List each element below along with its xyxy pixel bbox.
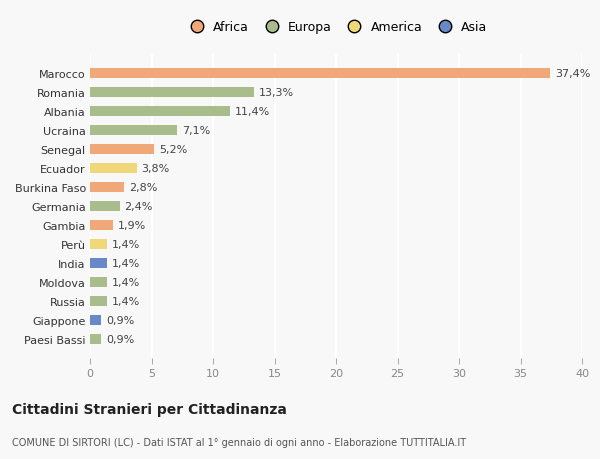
Bar (90, 182, 124, 193)
Text: Cittadini Stranieri per Cittadinanza: Cittadini Stranieri per Cittadinanza (12, 402, 287, 416)
Bar (90, 334, 101, 344)
Legend: Africa, Europa, America, Asia: Africa, Europa, America, Asia (182, 19, 490, 37)
Text: 2,8%: 2,8% (130, 183, 158, 193)
Bar (90, 88, 254, 98)
Text: COMUNE DI SIRTORI (LC) - Dati ISTAT al 1° gennaio di ogni anno - Elaborazione TU: COMUNE DI SIRTORI (LC) - Dati ISTAT al 1… (12, 437, 466, 447)
Text: 3,8%: 3,8% (142, 164, 170, 174)
Bar (90, 126, 178, 136)
Text: 2,4%: 2,4% (124, 202, 153, 212)
Text: 0,9%: 0,9% (106, 315, 134, 325)
Text: 1,4%: 1,4% (112, 296, 140, 306)
Text: 7,1%: 7,1% (182, 126, 211, 136)
Bar (90, 106, 230, 117)
Bar (90, 296, 107, 307)
Bar (90, 202, 119, 212)
Text: 0,9%: 0,9% (106, 334, 134, 344)
Text: 5,2%: 5,2% (159, 145, 187, 155)
Text: 11,4%: 11,4% (235, 107, 271, 117)
Bar (90, 220, 113, 231)
Text: 1,9%: 1,9% (118, 220, 146, 230)
Text: 1,4%: 1,4% (112, 277, 140, 287)
Bar (90, 163, 137, 174)
Text: 13,3%: 13,3% (259, 88, 293, 98)
Bar (90, 239, 107, 250)
Bar (90, 258, 107, 269)
Text: 37,4%: 37,4% (555, 69, 590, 79)
Bar (90, 315, 101, 325)
Bar (90, 69, 550, 79)
Bar (90, 145, 154, 155)
Text: 1,4%: 1,4% (112, 240, 140, 249)
Bar (90, 277, 107, 287)
Text: 1,4%: 1,4% (112, 258, 140, 269)
